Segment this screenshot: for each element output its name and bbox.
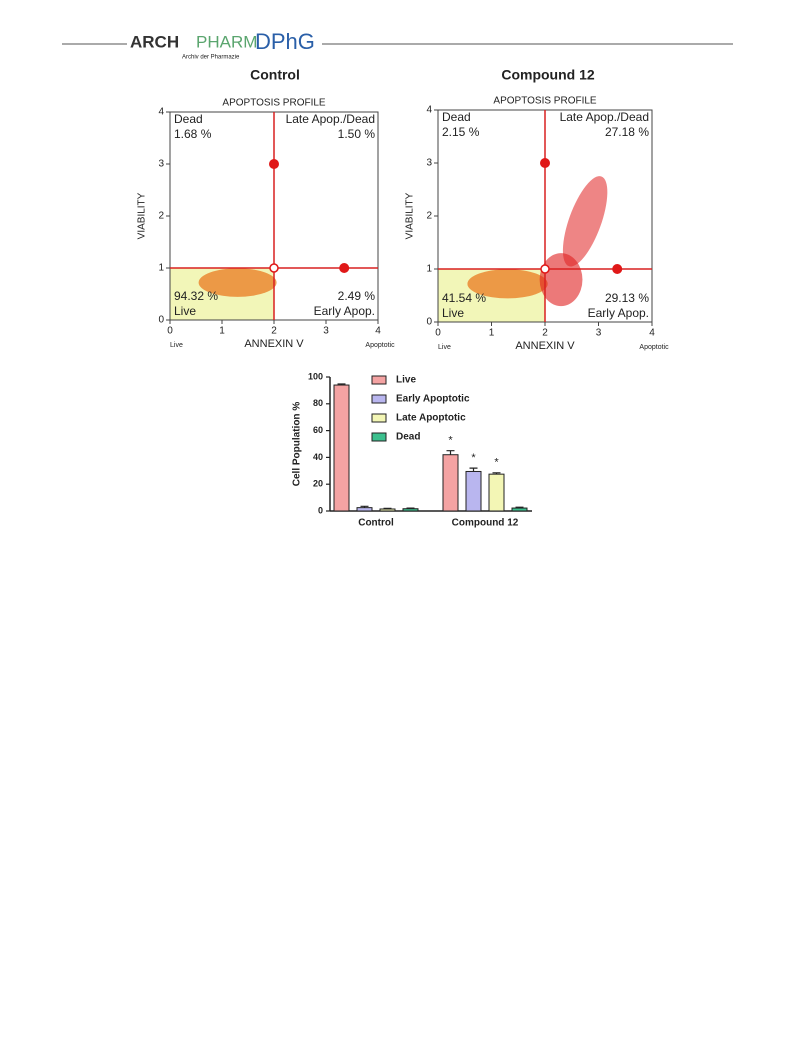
x-axis-label: ANNEXIN V bbox=[244, 338, 304, 350]
significance-label: * bbox=[471, 452, 476, 464]
quadrant-label: 29.13 % bbox=[605, 291, 649, 305]
quadrant-label: 27.18 % bbox=[605, 125, 649, 139]
y-tick-label: 4 bbox=[426, 105, 432, 116]
y-tick-label: 4 bbox=[158, 107, 164, 118]
x-note: Live bbox=[170, 342, 183, 349]
bar bbox=[465, 470, 482, 512]
y-axis-label: Cell Population % bbox=[292, 402, 303, 487]
error-bar bbox=[406, 507, 415, 509]
plot-subtitle: APOPTOSIS PROFILE bbox=[493, 96, 597, 107]
bar bbox=[511, 507, 528, 512]
x-tick-label: Control bbox=[358, 518, 394, 529]
gate-handle bbox=[540, 158, 550, 168]
error-bar bbox=[492, 472, 501, 475]
legend-label: Late Apoptotic bbox=[396, 413, 466, 424]
y-tick-label: 2 bbox=[426, 211, 432, 222]
error-bar bbox=[469, 467, 478, 472]
x-tick-label: 0 bbox=[435, 328, 441, 339]
logo-pharm: PHARM bbox=[196, 32, 257, 51]
y-tick-label: 0 bbox=[426, 317, 432, 328]
x-note: Live bbox=[438, 344, 451, 351]
error-bar bbox=[337, 383, 346, 386]
legend-swatch bbox=[371, 432, 387, 442]
error-bar bbox=[446, 450, 455, 455]
legend-label: Early Apoptotic bbox=[396, 394, 470, 405]
gate-center bbox=[269, 263, 279, 273]
legend-swatch bbox=[371, 394, 387, 404]
bar bbox=[488, 473, 505, 512]
y-axis-label: VIABILITY bbox=[405, 192, 416, 239]
bar bbox=[379, 508, 396, 512]
quadrant-label: Live bbox=[442, 306, 464, 320]
x-tick-label: 2 bbox=[271, 326, 277, 337]
y-tick-label: 0 bbox=[318, 505, 323, 515]
quadrant-label: 2.15 % bbox=[442, 125, 480, 139]
x-note: Apoptotic bbox=[639, 344, 669, 351]
quadrant-label: Late Apop./Dead bbox=[286, 112, 375, 126]
error-bar bbox=[515, 506, 524, 509]
legend-label: Live bbox=[396, 375, 416, 386]
x-tick-label: 0 bbox=[167, 326, 173, 337]
x-tick-label: 2 bbox=[542, 328, 548, 339]
y-tick-label: 20 bbox=[313, 479, 323, 489]
bar bbox=[333, 384, 350, 512]
y-tick-label: 100 bbox=[308, 371, 323, 381]
logo-subtitle: Archiv der Pharmazie bbox=[182, 55, 240, 61]
cell-cloud bbox=[198, 268, 277, 297]
quadrant-label: 1.68 % bbox=[174, 127, 212, 141]
cell-cloud bbox=[467, 269, 548, 299]
bar bbox=[402, 508, 419, 512]
x-tick-label: 3 bbox=[323, 326, 329, 337]
x-tick-label: 4 bbox=[649, 328, 655, 339]
y-tick-label: 1 bbox=[426, 264, 432, 275]
quadrant-label: 2.49 % bbox=[338, 289, 376, 303]
plot-subtitle: APOPTOSIS PROFILE bbox=[222, 98, 326, 109]
legend-label: Dead bbox=[396, 432, 420, 443]
quadrant-label: Early Apop. bbox=[314, 304, 375, 318]
quadrant-label: Dead bbox=[442, 110, 471, 124]
quadrant-label: Late Apop./Dead bbox=[560, 110, 649, 124]
quadrant-label: 94.32 % bbox=[174, 289, 218, 303]
y-tick-label: 0 bbox=[158, 315, 164, 326]
legend-swatch bbox=[371, 375, 387, 385]
error-bar bbox=[383, 507, 392, 509]
gate-handle bbox=[339, 263, 350, 273]
gate-handle bbox=[612, 264, 623, 274]
significance-label: * bbox=[448, 435, 453, 447]
y-tick-label: 40 bbox=[313, 452, 323, 462]
x-tick-label: 1 bbox=[489, 328, 495, 339]
panel-title: Control bbox=[250, 67, 300, 83]
y-axis-label: VIABILITY bbox=[137, 192, 148, 239]
significance-label: * bbox=[494, 457, 499, 469]
y-tick-label: 3 bbox=[426, 158, 432, 169]
y-tick-label: 80 bbox=[313, 398, 323, 408]
logo-arch: ARCH bbox=[130, 32, 179, 51]
quadrant-label: 41.54 % bbox=[442, 291, 486, 305]
y-tick-label: 60 bbox=[313, 425, 323, 435]
x-tick-label: 4 bbox=[375, 326, 381, 337]
bar bbox=[442, 454, 459, 512]
x-tick-label: 3 bbox=[596, 328, 602, 339]
gate-handle bbox=[269, 159, 279, 169]
y-tick-label: 1 bbox=[158, 263, 164, 274]
logo-dphg: DPhG bbox=[255, 29, 315, 54]
x-tick-label: Compound 12 bbox=[452, 518, 519, 529]
x-note: Apoptotic bbox=[365, 342, 395, 349]
error-bar bbox=[360, 505, 369, 508]
quadrant-label: Live bbox=[174, 304, 196, 318]
x-tick-label: 1 bbox=[219, 326, 225, 337]
y-tick-label: 2 bbox=[158, 211, 164, 222]
panel-title: Compound 12 bbox=[501, 67, 595, 83]
quadrant-label: Early Apop. bbox=[588, 306, 649, 320]
quadrant-label: 1.50 % bbox=[338, 127, 376, 141]
bar bbox=[356, 507, 373, 512]
gate-center bbox=[540, 264, 550, 274]
legend-swatch bbox=[371, 413, 387, 423]
y-tick-label: 3 bbox=[158, 159, 164, 170]
quadrant-label: Dead bbox=[174, 112, 203, 126]
cell-cloud bbox=[562, 176, 608, 267]
x-axis-label: ANNEXIN V bbox=[515, 340, 575, 352]
